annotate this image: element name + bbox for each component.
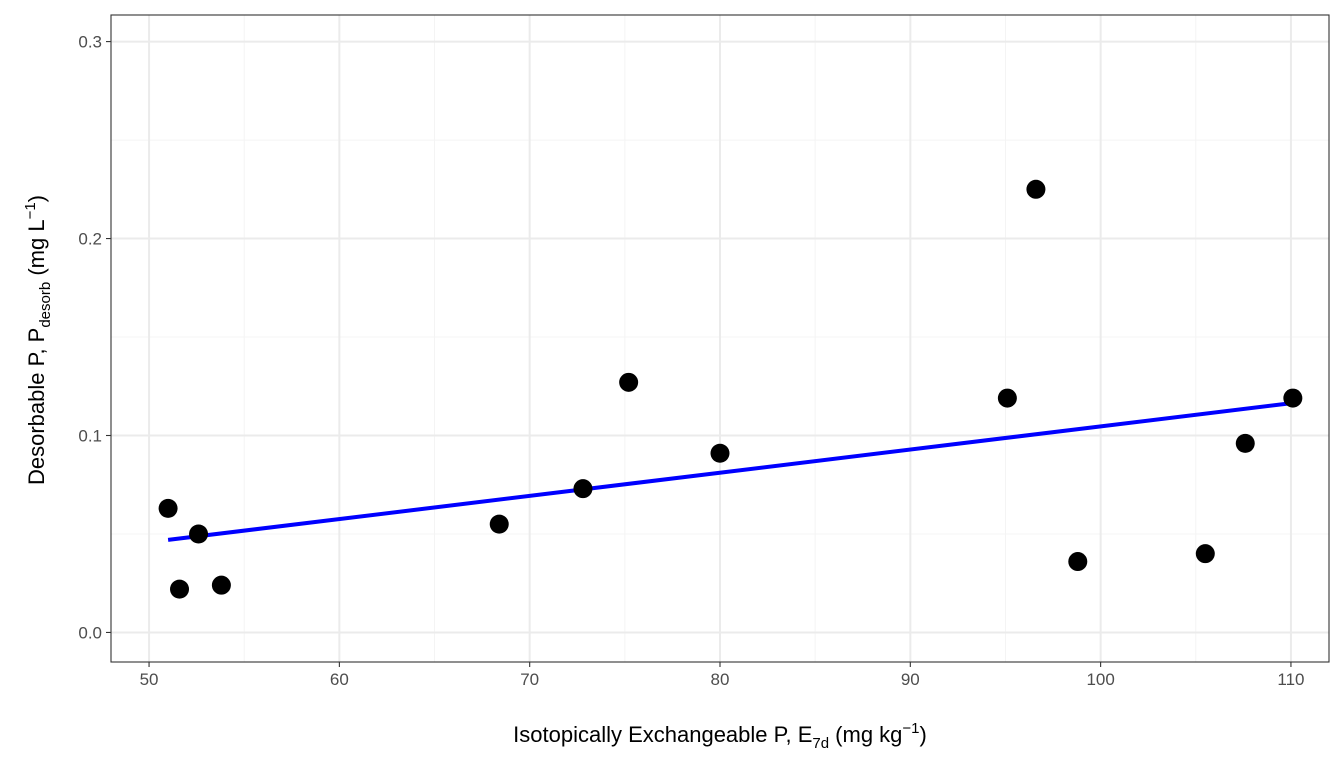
y-axis-title-superscript: −1	[22, 202, 39, 219]
fit-line-layer	[167, 401, 1294, 542]
data-point	[1195, 544, 1215, 564]
y-axis-title-main: Desorbable P, P	[24, 328, 49, 485]
x-axis-title-close: )	[920, 722, 927, 747]
x-axis-ticks: 50 60 70 80 90 100 110	[140, 662, 1304, 689]
x-axis-title-subscript: 7d	[812, 735, 829, 752]
x-axis-title-main: Isotopically Exchangeable P, E	[513, 722, 812, 747]
y-tick-label: 0.2	[78, 230, 102, 249]
data-point	[573, 479, 593, 499]
y-tick-label: 0.3	[78, 33, 102, 52]
x-tick-label: 70	[520, 670, 539, 689]
data-point	[710, 443, 730, 463]
data-point	[1026, 179, 1046, 199]
x-tick-label: 100	[1086, 670, 1114, 689]
y-axis-title: Desorbable P, Pdesorb (mg L−1)	[22, 195, 54, 485]
data-point	[1068, 552, 1088, 572]
data-point	[158, 498, 178, 518]
x-tick-label: 80	[711, 670, 730, 689]
x-axis-title-unit: (mg kg	[829, 722, 902, 747]
regression-line	[167, 401, 1294, 542]
y-tick-label: 0.1	[78, 427, 102, 446]
data-point	[189, 524, 209, 544]
points-layer	[158, 179, 1303, 599]
data-point	[1235, 433, 1255, 453]
data-point	[170, 579, 190, 599]
x-tick-label: 50	[140, 670, 159, 689]
data-point	[1283, 388, 1303, 408]
y-axis-title-unit: (mg L	[24, 219, 49, 281]
x-axis-title: Isotopically Exchangeable P, E7d (mg kg−…	[513, 720, 927, 752]
data-point	[997, 388, 1017, 408]
x-tick-label: 60	[330, 670, 349, 689]
grid-major	[111, 15, 1329, 662]
y-axis-title-close: )	[24, 195, 49, 202]
data-point	[489, 514, 509, 534]
data-point	[619, 372, 639, 392]
y-axis-ticks: 0.0 0.1 0.2 0.3	[78, 33, 111, 642]
x-axis-title-superscript: −1	[902, 720, 919, 737]
y-tick-label: 0.0	[78, 623, 102, 642]
y-axis-title-subscript: desorb	[37, 282, 54, 328]
x-tick-label: 90	[901, 670, 920, 689]
x-tick-label: 110	[1277, 670, 1304, 689]
data-point	[211, 575, 231, 595]
